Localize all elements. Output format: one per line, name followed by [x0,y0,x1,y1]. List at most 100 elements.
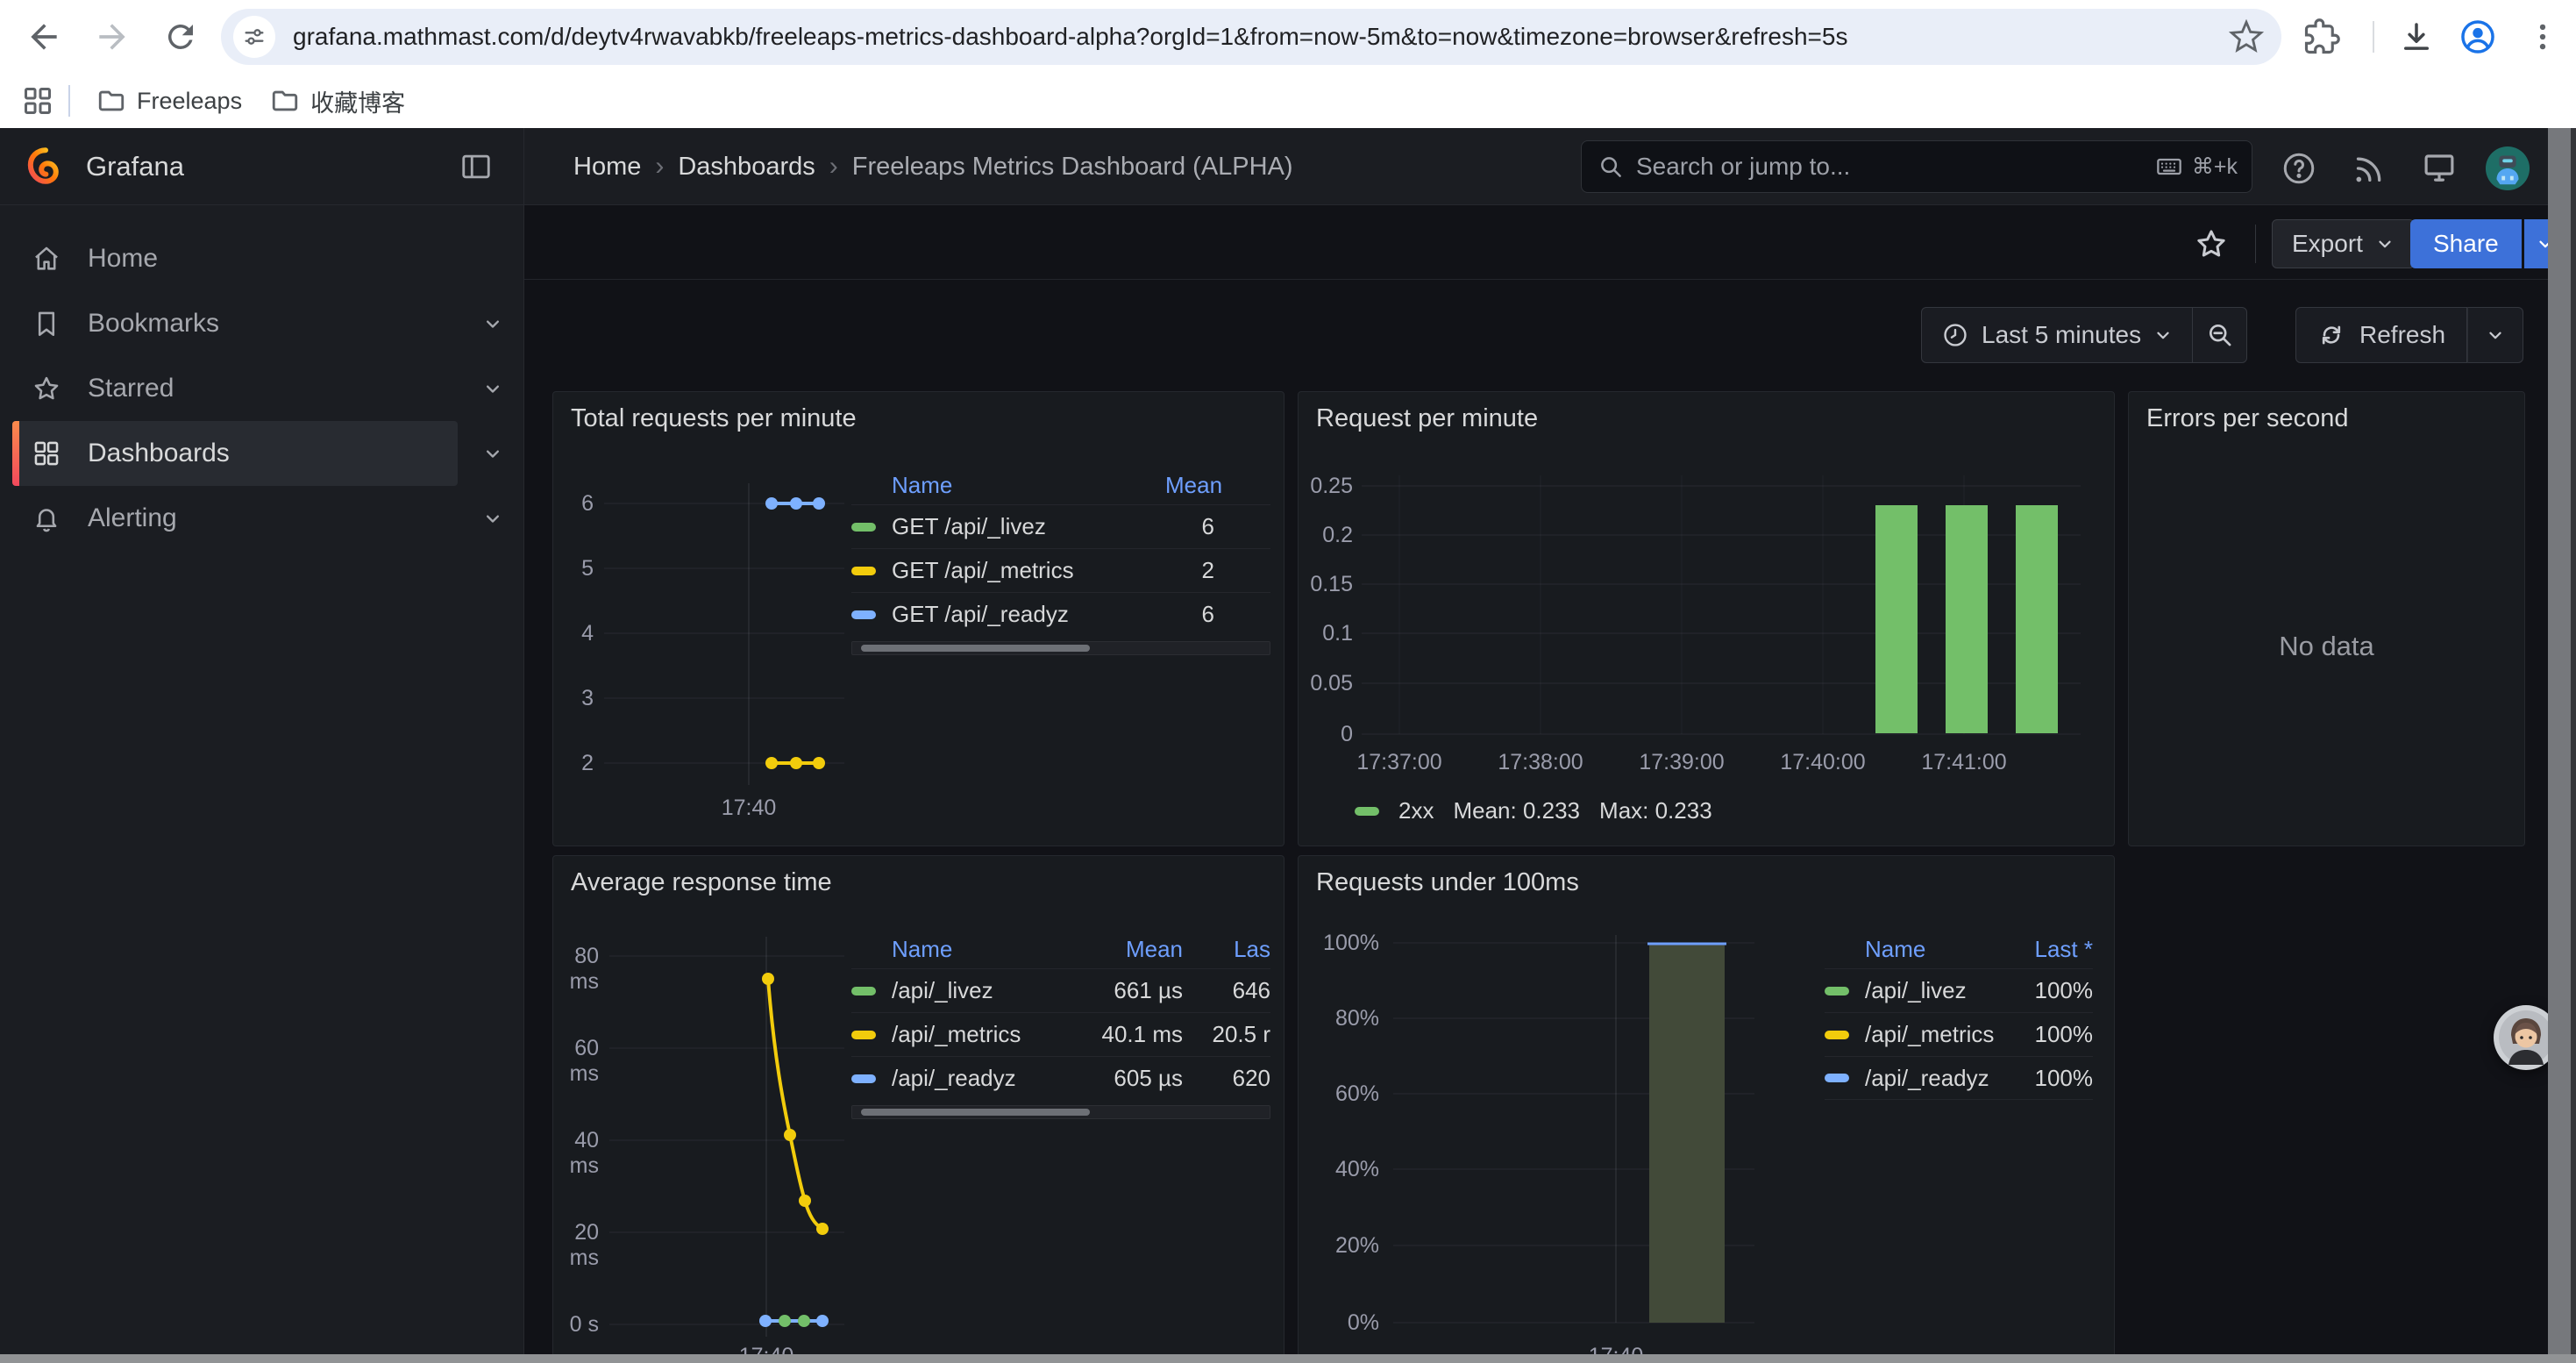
panel-errors-per-second: Errors per second No data [2128,391,2525,846]
profile-icon[interactable] [2453,12,2502,61]
vertical-scrollbar[interactable] [2548,128,2571,1354]
legend-series-name[interactable]: /api/_metrics [892,1021,1051,1048]
legend-series-name[interactable]: GET /api/_metrics [892,557,1165,584]
sidebar-item-label: Dashboards [88,439,230,468]
horizontal-scrollbar[interactable] [0,1354,2576,1363]
sidebar-item-label: Home [88,244,158,274]
y-tick: 20% [1299,1233,1379,1259]
dashboards-grid-icon [32,439,61,468]
legend-value: 646 [1183,977,1270,1004]
x-tick: 17:41:00 [1911,750,2017,775]
actions-divider [524,279,2576,280]
legend-col-last[interactable]: Last * [2010,936,2093,963]
panel-title[interactable]: Errors per second [2146,404,2349,433]
y-tick: 0% [1299,1310,1379,1336]
legend-scrollbar[interactable] [851,1105,1270,1119]
back-icon[interactable] [19,12,68,61]
legend-row: GET /api/_metrics 2 [851,548,1270,592]
legend-series-name[interactable]: /api/_metrics [1865,1021,2010,1048]
x-tick: 17:38:00 [1488,750,1593,775]
breadcrumb-dashboards[interactable]: Dashboards [678,153,815,182]
user-avatar[interactable] [2485,146,2530,191]
sidebar-item-home[interactable]: Home [0,232,524,286]
legend-value: 661 µs [1051,977,1183,1004]
search-input[interactable] [1636,153,2155,181]
url-input[interactable] [293,23,2225,51]
legend-series-name[interactable]: /api/_livez [892,977,1051,1004]
sidebar-toggle-icon[interactable] [459,150,493,183]
reload-icon[interactable] [156,12,205,61]
download-icon[interactable] [2392,12,2441,61]
sidebar-item-starred[interactable]: Starred [0,361,524,416]
legend-series-name[interactable]: 2xx [1398,797,1434,824]
breadcrumb-chevron-icon: › [829,152,838,182]
legend-header: Name Last * [1825,930,2093,968]
refresh-button[interactable]: Refresh [2295,307,2467,363]
legend-col-last[interactable]: Las [1183,936,1270,963]
export-button[interactable]: Export [2272,219,2415,268]
url-bar[interactable] [221,9,2281,65]
legend-col-mean[interactable]: Mean [1165,472,1270,499]
legend-row: GET /api/_livez 6 [851,504,1270,548]
bookmark-folder-freeleaps[interactable]: Freeleaps [82,81,256,121]
legend-header: Name Mean Las [851,930,1270,968]
bookmark-folder-blogs[interactable]: 收藏博客 [256,79,419,124]
share-button[interactable]: Share [2410,219,2522,268]
chevron-down-icon[interactable] [480,441,505,466]
bookmark-icon [32,309,61,339]
bookmark-star-icon[interactable] [2225,16,2267,58]
legend-scrollbar[interactable] [851,641,1270,655]
site-settings-icon[interactable] [233,16,275,58]
refresh-interval-button[interactable] [2467,307,2523,363]
sidebar-item-dashboards[interactable]: Dashboards [0,426,524,481]
help-icon[interactable] [2276,146,2322,191]
extensions-icon[interactable] [2297,12,2346,61]
legend-series-name[interactable]: GET /api/_readyz [892,601,1165,628]
chevron-down-icon [2375,234,2395,253]
share-split-button: Share [2410,219,2566,268]
legend-value: 40.1 ms [1051,1021,1183,1048]
bookmark-label: Freeleaps [137,88,242,115]
legend-col-name[interactable]: Name [1865,936,2010,963]
legend-col-mean[interactable]: Mean [1051,936,1183,963]
legend-series-name[interactable]: /api/_readyz [1865,1065,2010,1092]
grafana-sidebar: Grafana Home Bookmarks Starred [0,128,524,1363]
legend-series-name[interactable]: /api/_readyz [892,1065,1051,1092]
keyboard-icon [2155,153,2183,181]
chevron-down-icon[interactable] [480,311,505,336]
legend-value: 620 [1183,1065,1270,1092]
legend-series-name[interactable]: /api/_livez [1865,977,2010,1004]
legend-col-name[interactable]: Name [892,472,1165,499]
legend-series-name[interactable]: GET /api/_livez [892,513,1165,540]
forward-icon[interactable] [88,12,137,61]
favorite-star-icon[interactable] [2188,221,2234,267]
grafana-header: Home › Dashboards › Freeleaps Metrics Da… [524,128,2576,205]
series-color-swatch [851,1031,876,1039]
legend-table: Name Mean Las /api/_livez 661 µs 646 /ap… [851,930,1270,1119]
chevron-down-icon[interactable] [480,376,505,401]
refresh-controls: Refresh [2295,307,2523,363]
zoom-out-button[interactable] [2193,307,2247,363]
scrollbar-thumb[interactable] [861,1109,1091,1116]
apps-grid-icon[interactable] [16,79,60,123]
sidebar-item-bookmarks[interactable]: Bookmarks [0,296,524,351]
grafana-logo[interactable] [25,146,67,188]
legend-value: 100% [2010,1065,2093,1092]
toolbar-separator [2373,21,2374,53]
sidebar-item-label: Starred [88,374,174,403]
monitor-icon[interactable] [2416,146,2462,191]
chevron-down-icon[interactable] [480,506,505,531]
search-box[interactable]: ⌘+k [1581,140,2252,193]
time-range-label: Last 5 minutes [1982,321,2141,349]
legend-col-name[interactable]: Name [892,936,1051,963]
scrollbar-thumb[interactable] [861,645,1091,652]
breadcrumb-home[interactable]: Home [573,153,641,182]
time-range-picker[interactable]: Last 5 minutes [1921,307,2193,363]
news-rss-icon[interactable] [2346,146,2392,191]
legend-value: 20.5 r [1183,1021,1270,1048]
sidebar-item-alerting[interactable]: Alerting [0,491,524,546]
y-tick: 0.25 [1299,474,1353,499]
legend-mean: Mean: 0.233 [1453,797,1580,824]
series-color-swatch [851,987,876,995]
browser-menu-icon[interactable] [2518,12,2567,61]
